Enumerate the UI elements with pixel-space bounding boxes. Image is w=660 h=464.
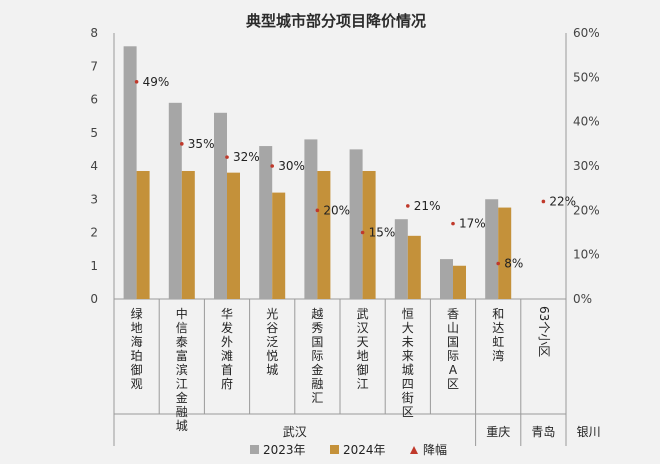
drop-label: 35% (188, 137, 215, 151)
category-label: 恒大未来城四街区 (402, 307, 414, 419)
bar-2024 (362, 170, 376, 299)
right-tick-label: 10% (573, 248, 600, 262)
legend-label: 2024年 (343, 443, 386, 457)
bar-2023 (259, 146, 273, 299)
bar-2023 (485, 199, 499, 299)
left-tick-label: 0 (90, 292, 98, 306)
left-tick-label: 1 (90, 259, 98, 273)
drop-marker (315, 208, 320, 213)
category-label: 华发外滩首府 (221, 307, 233, 391)
legend-label: 降幅 (423, 442, 447, 457)
drop-label: 22% (549, 194, 576, 208)
drop-marker (496, 261, 501, 266)
chart-title: 典型城市部分项目降价情况 (246, 12, 426, 30)
drop-marker (225, 155, 229, 159)
bar-2024 (453, 265, 466, 299)
legend-swatch (250, 445, 259, 454)
bar-2024 (136, 170, 150, 299)
category-label: 中信泰富滨江金融城 (176, 306, 188, 433)
category-label: 香山国际 A 区 (447, 307, 459, 391)
group-label: 银川 (577, 425, 601, 439)
legend-label: 2023年 (263, 443, 306, 457)
drop-marker (360, 230, 365, 235)
right-tick-label: 30% (573, 159, 600, 173)
category-label: 光谷泛悦城 (266, 307, 278, 377)
drop-marker (406, 204, 410, 208)
drop-label: 15% (369, 226, 396, 240)
drop-label: 17% (459, 217, 486, 231)
left-tick-label: 3 (90, 192, 98, 206)
category-label: 越秀国际金融汇 (311, 307, 323, 405)
group-label: 青岛 (531, 424, 555, 439)
drop-marker (270, 164, 275, 168)
drop-marker (451, 221, 455, 226)
group-label: 武汉 (283, 425, 307, 439)
drop-label: 20% (323, 203, 350, 217)
left-tick-label: 2 (90, 226, 98, 240)
drop-label: 32% (233, 150, 260, 164)
right-tick-label: 60% (573, 26, 600, 40)
bar-2024 (407, 235, 421, 299)
right-tick-label: 0% (573, 292, 592, 306)
category-label: 和达虹湾 (492, 307, 504, 363)
group-label: 重庆 (486, 425, 510, 439)
bar-2023 (440, 259, 453, 299)
legend-swatch (410, 446, 418, 454)
bar-2023 (394, 219, 408, 299)
category-label: 绿地海珀御观 (131, 306, 143, 391)
drop-marker (541, 199, 546, 204)
left-tick-label: 7 (90, 59, 98, 73)
drop-label: 21% (414, 199, 441, 213)
right-tick-label: 50% (573, 70, 600, 84)
left-tick-label: 5 (90, 126, 98, 140)
drop-label: 49% (143, 75, 170, 89)
bar-2024 (272, 192, 286, 299)
bar-2024 (498, 207, 512, 299)
left-tick-label: 8 (90, 26, 98, 40)
bar-2023 (168, 102, 182, 299)
drop-marker (134, 79, 139, 84)
right-tick-label: 40% (573, 115, 600, 129)
bar-2024 (227, 172, 240, 299)
drop-marker (180, 142, 184, 146)
category-label: 武汉天地御江 (357, 307, 369, 391)
bar-2023 (123, 46, 137, 299)
drop-label: 30% (278, 159, 305, 173)
legend-swatch (330, 445, 339, 454)
left-tick-label: 6 (90, 93, 98, 107)
bar-2024 (317, 170, 331, 299)
bar-2024 (181, 170, 195, 299)
drop-label: 8% (504, 257, 523, 271)
bar-2023 (214, 112, 227, 299)
bar-2023 (304, 139, 318, 299)
left-tick-label: 4 (90, 159, 98, 173)
category-label: 63个小区 (537, 306, 551, 357)
bar-2023 (349, 149, 363, 299)
right-tick-label: 20% (573, 203, 600, 217)
